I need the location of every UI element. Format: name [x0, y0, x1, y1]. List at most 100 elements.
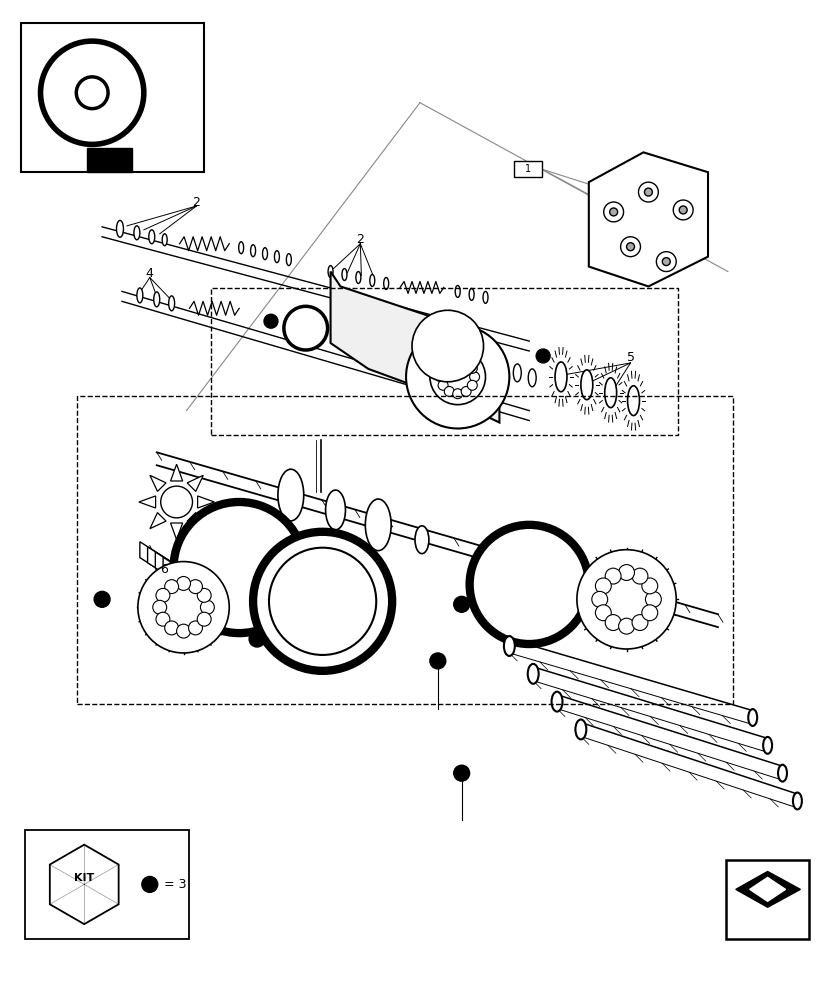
Text: 2: 2 [356, 233, 364, 246]
Polygon shape [140, 542, 214, 605]
Circle shape [197, 588, 211, 602]
Bar [21, 23, 204, 172]
Circle shape [605, 568, 620, 584]
Circle shape [189, 580, 202, 594]
Ellipse shape [117, 220, 123, 237]
Bar [211, 288, 677, 435]
Ellipse shape [136, 288, 143, 303]
Ellipse shape [748, 709, 756, 726]
Circle shape [165, 621, 179, 635]
Ellipse shape [581, 370, 592, 400]
Ellipse shape [327, 266, 332, 278]
Circle shape [141, 876, 157, 892]
Text: 1: 1 [524, 164, 531, 174]
Circle shape [152, 600, 166, 614]
Circle shape [645, 591, 661, 607]
Polygon shape [163, 557, 237, 621]
Circle shape [197, 612, 211, 626]
Circle shape [618, 618, 633, 634]
Ellipse shape [792, 793, 801, 809]
Circle shape [437, 363, 447, 373]
Circle shape [284, 306, 327, 350]
Ellipse shape [238, 242, 243, 254]
Circle shape [435, 372, 445, 382]
Circle shape [662, 258, 670, 266]
Ellipse shape [356, 272, 361, 283]
Circle shape [253, 532, 392, 671]
Ellipse shape [262, 248, 267, 260]
Ellipse shape [251, 245, 256, 257]
Circle shape [264, 314, 278, 328]
Ellipse shape [149, 230, 155, 244]
Circle shape [269, 548, 375, 655]
Circle shape [174, 502, 304, 633]
Ellipse shape [414, 526, 428, 554]
Polygon shape [102, 43, 191, 152]
Ellipse shape [365, 499, 390, 551]
Circle shape [609, 208, 617, 216]
Circle shape [200, 600, 214, 614]
Circle shape [138, 562, 229, 653]
Ellipse shape [777, 765, 786, 782]
Circle shape [643, 188, 652, 196]
Circle shape [626, 243, 633, 251]
Ellipse shape [575, 720, 586, 739]
Text: 2: 2 [193, 196, 200, 209]
Polygon shape [155, 552, 230, 616]
Circle shape [452, 355, 462, 365]
Circle shape [444, 357, 454, 367]
Circle shape [678, 206, 686, 214]
Ellipse shape [482, 291, 487, 303]
Circle shape [641, 605, 657, 621]
Circle shape [638, 182, 657, 202]
Circle shape [453, 765, 469, 781]
Polygon shape [170, 562, 245, 626]
Polygon shape [150, 513, 166, 529]
Circle shape [76, 77, 108, 109]
Circle shape [41, 41, 144, 144]
Circle shape [466, 380, 476, 390]
Ellipse shape [274, 251, 279, 263]
Circle shape [176, 624, 190, 638]
Circle shape [452, 389, 462, 399]
Bar [77, 396, 732, 704]
Text: 5: 5 [626, 351, 633, 364]
Circle shape [412, 310, 483, 382]
Polygon shape [50, 845, 118, 924]
Ellipse shape [527, 664, 538, 684]
Circle shape [591, 591, 607, 607]
Polygon shape [187, 513, 203, 529]
Text: KIT: KIT [74, 873, 94, 883]
Circle shape [605, 615, 620, 631]
Circle shape [405, 325, 509, 428]
Ellipse shape [554, 362, 566, 392]
Polygon shape [735, 871, 800, 907]
Circle shape [444, 386, 454, 396]
Polygon shape [139, 496, 155, 508]
Ellipse shape [278, 469, 304, 521]
Ellipse shape [154, 292, 160, 307]
Circle shape [672, 200, 692, 220]
Circle shape [595, 605, 610, 621]
Polygon shape [748, 877, 785, 901]
Circle shape [641, 578, 657, 594]
Circle shape [189, 621, 202, 635]
Polygon shape [187, 475, 203, 491]
Circle shape [94, 591, 110, 607]
Bar [87, 148, 131, 172]
Ellipse shape [370, 275, 375, 286]
Circle shape [576, 550, 676, 649]
Circle shape [631, 568, 648, 584]
Ellipse shape [528, 369, 536, 387]
Polygon shape [170, 464, 183, 481]
Ellipse shape [169, 296, 174, 311]
Bar [725, 860, 808, 939]
Circle shape [461, 357, 471, 367]
Ellipse shape [325, 490, 345, 530]
Ellipse shape [134, 226, 140, 240]
Circle shape [429, 349, 485, 405]
Circle shape [469, 525, 588, 644]
Circle shape [165, 580, 179, 594]
Ellipse shape [627, 386, 638, 416]
Circle shape [536, 349, 549, 363]
